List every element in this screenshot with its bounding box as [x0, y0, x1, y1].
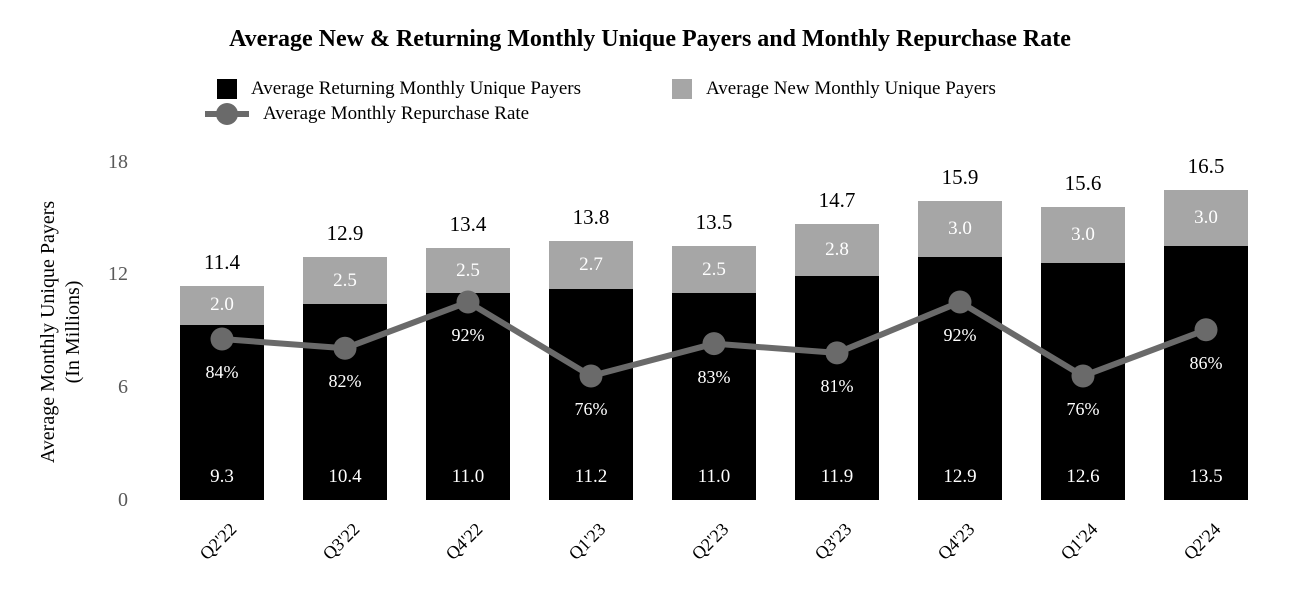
legend-label-returning: Average Returning Monthly Unique Payers — [251, 78, 581, 99]
bar-returning-value-label: 13.5 — [1189, 466, 1223, 487]
repurchase-rate-marker-icon — [702, 332, 726, 356]
y-tick-label-18: 18 — [108, 150, 128, 173]
repurchase-rate-marker-icon — [333, 336, 357, 360]
bar-total-label: 13.4 — [449, 212, 487, 237]
bar-returning-value-label: 12.6 — [1066, 466, 1100, 487]
bar-total-label: 13.8 — [572, 204, 610, 229]
bar-returning-segment — [549, 289, 633, 500]
bar-new-value-label: 3.0 — [948, 218, 972, 240]
bar-total-label: 15.9 — [941, 165, 979, 190]
bar-new-segment — [303, 257, 387, 305]
repurchase-rate-marker-icon — [948, 290, 972, 314]
repurchase-rate-label: 92% — [451, 325, 485, 346]
legend-label-repurchase-rate: Average Monthly Repurchase Rate — [263, 103, 530, 124]
bar-returning-value-label: 11.0 — [451, 466, 485, 487]
bar-returning-value-label: 11.9 — [820, 466, 854, 487]
bar-new-value-label: 2.7 — [579, 254, 603, 275]
bar-returning-segment — [1164, 246, 1248, 500]
bar-new-segment — [672, 246, 756, 294]
bar-new-value-label: 2.8 — [825, 238, 849, 260]
new-swatch-icon — [672, 79, 692, 99]
repurchase-rate-label: 81% — [820, 375, 854, 396]
repurchase-rate-label: 76% — [574, 399, 608, 420]
bar-returning-value-label: 10.4 — [328, 466, 362, 487]
bar-total-label: 14.7 — [818, 187, 856, 212]
bar-new-value-label: 2.5 — [456, 259, 480, 281]
repurchase-rate-marker-icon — [456, 290, 480, 314]
bar-new-value-label: 3.0 — [1194, 207, 1218, 228]
bar-new-segment — [1164, 189, 1248, 247]
bar-returning-value-label: 9.3 — [210, 466, 234, 487]
bar-new-value-label: 2.5 — [702, 258, 726, 280]
legend-label-new: Average New Monthly Unique Payers — [706, 78, 996, 99]
bar-new-value-label: 3.0 — [1071, 223, 1095, 245]
chart-title: Average New & Returning Monthly Unique P… — [229, 26, 1071, 52]
bar-new-value-label: 2.5 — [333, 269, 357, 291]
bar-returning-segment — [795, 276, 879, 500]
bar-new-segment — [549, 240, 633, 290]
legend-item-returning: Average Returning Monthly Unique Payers — [217, 76, 581, 102]
repurchase-rate-label: 92% — [943, 325, 977, 346]
rate-line-marker-icon — [205, 102, 249, 126]
bar-total-label: 12.9 — [326, 221, 364, 246]
repurchase-rate-marker-icon — [1071, 364, 1095, 388]
bar-returning-segment — [426, 293, 510, 500]
bar-new-segment — [1041, 206, 1125, 264]
bar-total-label: 13.5 — [695, 210, 733, 235]
bar-new-segment — [918, 201, 1002, 258]
bar-new-value-label: 2.0 — [210, 294, 234, 316]
repurchase-rate-label: 83% — [697, 366, 731, 387]
bar-returning-value-label: 11.0 — [697, 466, 731, 487]
repurchase-rate-marker-icon — [579, 364, 603, 388]
y-tick-label-6: 6 — [118, 376, 128, 399]
repurchase-rate-label: 82% — [328, 371, 362, 392]
legend-item-repurchase-rate: Average Monthly Repurchase Rate — [205, 101, 529, 127]
y-tick-label-12: 12 — [108, 263, 128, 286]
repurchase-rate-marker-icon — [1194, 318, 1218, 342]
bar-returning-segment — [672, 293, 756, 500]
bar-returning-value-label: 12.9 — [943, 466, 977, 487]
legend-item-new: Average New Monthly Unique Payers — [672, 76, 996, 102]
bar-new-segment — [180, 285, 264, 326]
bar-returning-segment — [180, 325, 264, 500]
bar-new-segment — [426, 248, 510, 294]
bar-returning-value-label: 11.2 — [574, 466, 608, 487]
repurchase-rate-label: 76% — [1066, 399, 1100, 420]
bar-new-segment — [795, 223, 879, 277]
repurchase-rate-marker-icon — [825, 341, 849, 365]
repurchase-rate-label: 84% — [205, 362, 239, 383]
bar-total-label: 11.4 — [204, 249, 240, 274]
y-tick-label-0: 0 — [118, 489, 128, 511]
bar-total-label: 15.6 — [1064, 170, 1102, 195]
repurchase-rate-marker-icon — [210, 327, 234, 351]
repurchase-rate-label: 86% — [1189, 352, 1223, 373]
bar-total-label: 16.5 — [1187, 153, 1225, 178]
returning-swatch-icon — [217, 79, 237, 99]
